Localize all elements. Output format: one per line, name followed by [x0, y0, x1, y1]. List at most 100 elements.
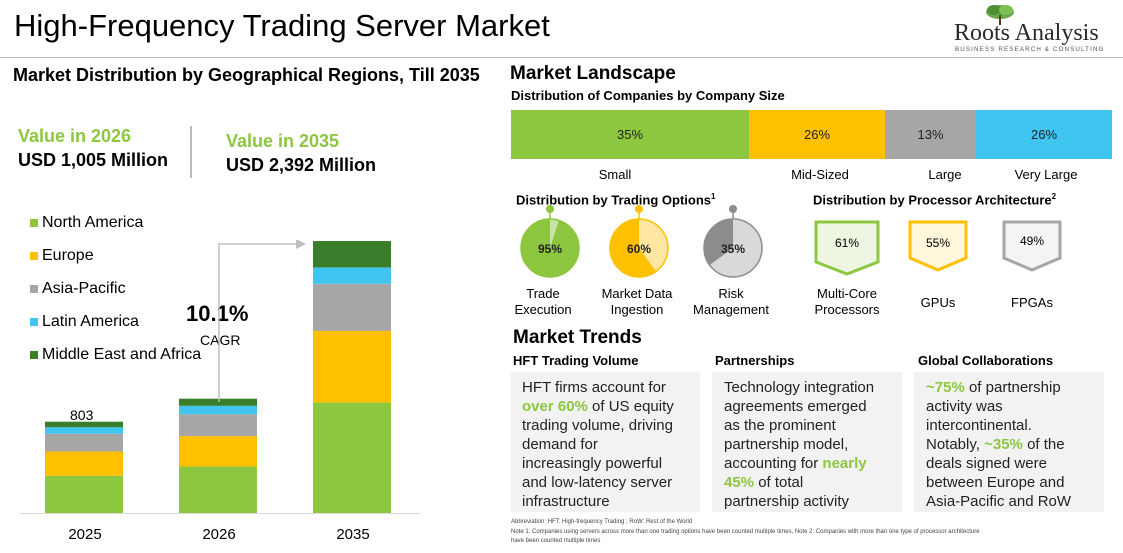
pie-value-label: 60% — [627, 242, 651, 256]
trend-heading-global-collaborations: Global Collaborations — [918, 353, 1054, 368]
legend-item-middle-east-africa: Middle East and Africa — [30, 346, 201, 364]
trend-line: increasingly powerful — [522, 455, 663, 472]
trend-line: Asia-Pacific and RoW — [926, 493, 1072, 510]
footnote-marker: 2 — [1051, 192, 1057, 201]
footnote-abbreviation: Abbreviation: HFT: High-frequency Tradin… — [511, 519, 693, 525]
company-size-small-label: Small — [598, 167, 632, 182]
bar-segment-2035-latin-america — [313, 267, 391, 284]
value-2026: USD 1,005 Million — [18, 150, 169, 170]
trend-text-global-collaborations: ~75% of partnership activity was interco… — [926, 378, 1071, 511]
legend-label: Asia-Pacific — [42, 280, 126, 297]
hexagon-fpgas — [1002, 220, 1062, 272]
title-divider — [0, 57, 1123, 58]
label-line: Risk — [718, 286, 744, 301]
bar-segment-2026-middle-east-and-africa — [179, 398, 257, 406]
page-title: High-Frequency Trading Server Market — [14, 8, 550, 43]
label-line: Trade — [526, 286, 560, 301]
legend-swatch — [30, 252, 38, 260]
value-2026-label: Value in 2026 — [18, 126, 132, 146]
footnote-marker: 1 — [711, 192, 716, 201]
trend-line: partnership model, — [724, 436, 849, 453]
trend-line: infrastructure — [522, 493, 610, 510]
trend-line: activity was — [926, 398, 1003, 415]
legend-swatch — [30, 351, 38, 359]
company-size-subtitle: Distribution of Companies by Company Siz… — [511, 88, 785, 103]
bar-segment-2026-north-america — [179, 466, 257, 513]
bar-segment-2035-middle-east-and-africa — [313, 241, 391, 268]
market-trends-title: Market Trends — [513, 327, 642, 348]
market-landscape-title: Market Landscape — [510, 63, 676, 84]
bar-segment-2035-north-america — [313, 402, 391, 513]
legend-swatch — [30, 285, 38, 293]
bar-segment-2025-europe — [45, 451, 123, 476]
trend-line: of the — [1027, 436, 1065, 453]
pie-slice — [520, 219, 579, 277]
label-line: Execution — [514, 302, 572, 317]
trend-highlight: over 60% — [522, 398, 588, 415]
company-size-very-large-bar: 26% — [976, 110, 1112, 159]
trend-highlight: ~75% — [926, 379, 965, 396]
trading-option-label: Risk Management — [686, 286, 776, 318]
tree-icon — [986, 5, 1014, 25]
trend-line: of US equity — [592, 398, 674, 415]
logo-name: Roots Analysis — [954, 20, 1099, 46]
pie-slice — [610, 219, 657, 277]
bar-segment-2025-latin-america — [45, 427, 123, 434]
trend-line: of partnership — [968, 379, 1061, 396]
trend-line: between Europe and — [926, 474, 1065, 491]
segment-value: 26% — [1030, 127, 1058, 142]
processor-label: Multi-Core Processors — [802, 286, 892, 318]
bar-2025-total-label: 803 — [70, 407, 94, 423]
legend-swatch — [30, 219, 38, 227]
bar-segment-2035-europe — [313, 330, 391, 403]
label-line: Market Data — [601, 286, 673, 301]
cagr-arrow — [218, 240, 306, 402]
trend-line: Technology integration — [724, 379, 875, 396]
segment-value: 35% — [616, 127, 644, 142]
trend-line: HFT firms account for — [522, 379, 666, 396]
label-line: Multi-Core — [817, 286, 877, 301]
hexagon-gpus — [908, 220, 968, 272]
label-line: Management — [693, 302, 769, 317]
processor-value: 61% — [834, 236, 860, 250]
trend-line: and low-latency server — [522, 474, 673, 491]
value-2035: USD 2,392 Million — [226, 155, 377, 175]
legend-item-asia-pacific: Asia-Pacific — [30, 280, 126, 298]
trend-line: intercontinental. — [926, 417, 1032, 434]
processor-architecture-title: Distribution by Processor Architecture2 — [813, 192, 1056, 207]
company-size-large-bar: 13% — [885, 110, 976, 159]
trading-option-label: Market Data Ingestion — [592, 286, 682, 318]
trend-line: agreements emerged — [724, 398, 867, 415]
footnote-note-cont: have been counted multiple times — [511, 538, 601, 544]
cagr-label: CAGR — [200, 332, 241, 348]
pie-marker-dot — [635, 205, 643, 213]
bar-segment-2026-europe — [179, 436, 257, 467]
trend-line: Notably, — [926, 436, 980, 453]
trend-highlight: ~35% — [984, 436, 1023, 453]
trend-line: deals signed were — [926, 455, 1047, 472]
legend-item-latin-america: Latin America — [30, 313, 139, 331]
trading-options-title-text: Distribution by Trading Options — [516, 192, 711, 208]
left-panel-title: Market Distribution by Geographical Regi… — [13, 65, 480, 85]
trading-option-label: Trade Execution — [503, 286, 583, 318]
trend-card-hft-volume — [511, 372, 700, 512]
legend-label: Latin America — [42, 313, 139, 330]
bar-segment-2025-north-america — [45, 475, 123, 513]
trend-highlight: 45% — [724, 474, 755, 491]
processor-label: FPGAs — [1011, 295, 1053, 310]
trend-line: as the prominent — [724, 417, 836, 434]
trend-line: demand for — [522, 436, 598, 453]
trend-highlight: nearly — [822, 455, 867, 472]
value-2035-label: Value in 2035 — [226, 131, 340, 151]
pie-slice — [703, 219, 733, 266]
bar-segment-2026-latin-america — [179, 405, 257, 415]
trend-line: trading volume, driving — [522, 417, 673, 434]
legend-swatch — [30, 318, 38, 326]
bar-segment-2026-asia-pacific — [179, 414, 257, 437]
legend-label: Middle East and Africa — [42, 346, 202, 363]
trading-options-pies: 95% 60% 35% — [520, 205, 763, 278]
trend-card-global-collaborations — [914, 372, 1104, 512]
segment-value: 13% — [917, 127, 944, 142]
bar-segment-2035-asia-pacific — [313, 283, 391, 331]
cagr-value: 10.1% — [186, 301, 249, 326]
